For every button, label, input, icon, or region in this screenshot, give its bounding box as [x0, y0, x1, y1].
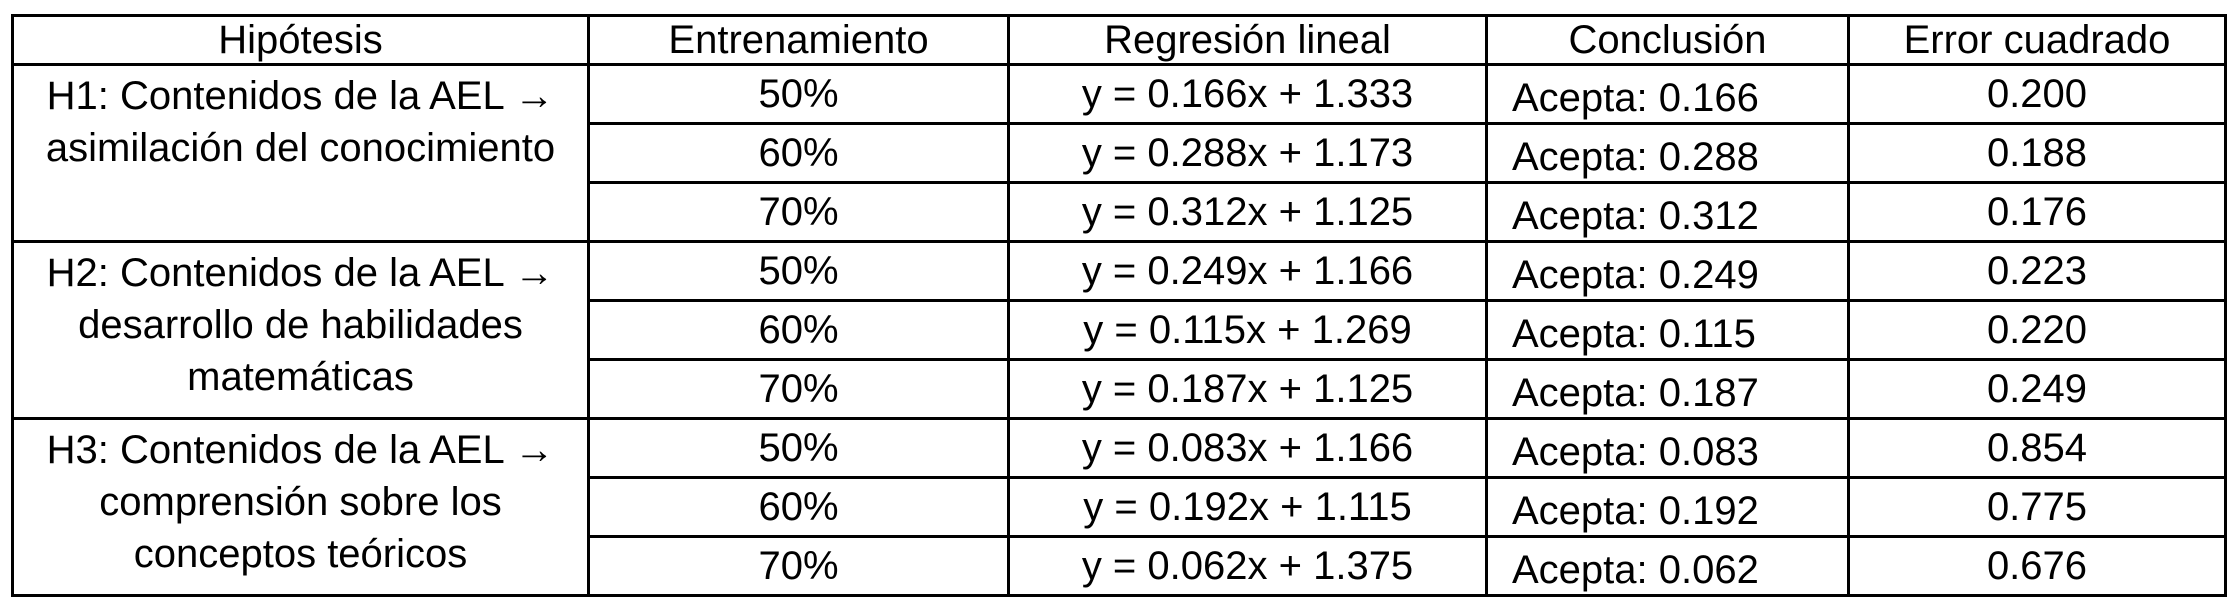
conclusion-cell: Acepta: 0.312 — [1485, 181, 1850, 243]
conclusion-cell: Acepta: 0.083 — [1485, 417, 1850, 479]
regression-cell: y = 0.249x + 1.166 — [1007, 240, 1488, 302]
table-body: H1: Contenidos de la AEL → asimilación d… — [11, 63, 2227, 597]
table-row: 70% y = 0.312x + 1.125 Acepta: 0.312 0.176 — [13, 181, 2227, 243]
error-cell: 0.200 — [1847, 63, 2227, 125]
error-cell: 0.854 — [1847, 417, 2227, 479]
training-cell: 60% — [587, 122, 1010, 184]
table-row: H1: Contenidos de la AEL → asimilación d… — [11, 63, 2227, 243]
conclusion-cell: Acepta: 0.249 — [1485, 240, 1850, 302]
conclusion-cell: Acepta: 0.187 — [1485, 358, 1850, 420]
results-table: Hipótesis Entrenamiento Regresión lineal Co… — [11, 14, 2227, 597]
conclusion-cell: Acepta: 0.288 — [1485, 122, 1850, 184]
header-cell: Regresión lineal — [1007, 14, 1488, 66]
training-cell: 50% — [587, 417, 1010, 479]
regression-cell: y = 0.083x + 1.166 — [1007, 417, 1488, 479]
table-row: H3: Contenidos de la AEL → comprensión s… — [11, 417, 2227, 597]
training-cell: 60% — [587, 476, 1010, 538]
header-cell: Error cuadrado — [1847, 14, 2227, 66]
regression-cell: y = 0.192x + 1.115 — [1007, 476, 1488, 538]
regression-cell: y = 0.312x + 1.125 — [1007, 181, 1488, 243]
training-cell: 50% — [587, 240, 1010, 302]
hypothesis-cell: H2: Contenidos de la AEL → desarrollo de… — [11, 240, 590, 420]
regression-cell: y = 0.187x + 1.125 — [1007, 358, 1488, 420]
hypothesis-cell: H3: Contenidos de la AEL → comprensión s… — [11, 417, 590, 597]
error-cell: 0.249 — [1847, 358, 2227, 420]
training-cell: 50% — [587, 63, 1010, 125]
table-row: 60% y = 0.115x + 1.269 Acepta: 0.115 0.220 — [13, 299, 2227, 361]
table-row: 70% y = 0.187x + 1.125 Acepta: 0.187 0.249 — [13, 358, 2227, 420]
header-cell: Conclusión — [1485, 14, 1850, 66]
regression-cell: y = 0.062x + 1.375 — [1007, 535, 1488, 597]
header-cell: Entrenamiento — [587, 14, 1010, 66]
conclusion-cell: Acepta: 0.192 — [1485, 476, 1850, 538]
header-cell: Hipótesis — [11, 14, 590, 66]
error-cell: 0.188 — [1847, 122, 2227, 184]
error-cell: 0.223 — [1847, 240, 2227, 302]
conclusion-cell: Acepta: 0.115 — [1485, 299, 1850, 361]
table-row: 70% y = 0.062x + 1.375 Acepta: 0.062 0.676 — [13, 535, 2227, 597]
training-cell: 70% — [587, 181, 1010, 243]
hypothesis-cell: H1: Contenidos de la AEL → asimilación d… — [11, 63, 590, 243]
conclusion-cell: Acepta: 0.062 — [1485, 535, 1850, 597]
training-cell: 60% — [587, 299, 1010, 361]
error-cell: 0.176 — [1847, 181, 2227, 243]
regression-cell: y = 0.166x + 1.333 — [1007, 63, 1488, 125]
regression-cell: y = 0.288x + 1.173 — [1007, 122, 1488, 184]
table-row: H2: Contenidos de la AEL → desarrollo de… — [11, 240, 2227, 420]
regression-cell: y = 0.115x + 1.269 — [1007, 299, 1488, 361]
error-cell: 0.676 — [1847, 535, 2227, 597]
error-cell: 0.220 — [1847, 299, 2227, 361]
table-row: 60% y = 0.192x + 1.115 Acepta: 0.192 0.775 — [13, 476, 2227, 538]
header-row: Hipótesis Entrenamiento Regresión lineal Co… — [11, 14, 2227, 66]
conclusion-cell: Acepta: 0.166 — [1485, 63, 1850, 125]
training-cell: 70% — [587, 358, 1010, 420]
table-row: 60% y = 0.288x + 1.173 Acepta: 0.288 0.188 — [13, 122, 2227, 184]
error-cell: 0.775 — [1847, 476, 2227, 538]
training-cell: 70% — [587, 535, 1010, 597]
